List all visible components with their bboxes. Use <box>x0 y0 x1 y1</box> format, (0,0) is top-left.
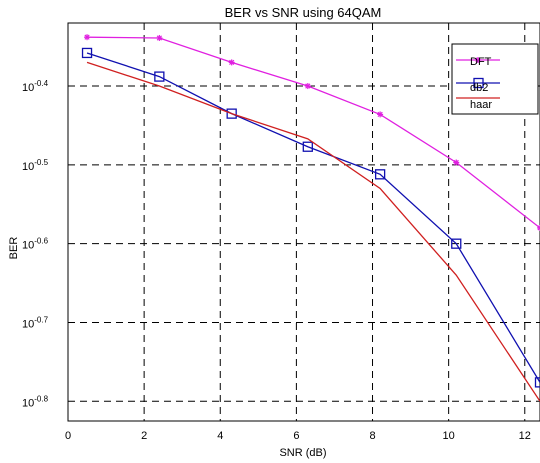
y-axis-ticks: 10-0.4 10-0.5 10-0.6 10-0.7 10-0.8 <box>22 79 49 409</box>
y-tick-label: 10-0.8 <box>22 394 49 409</box>
y-axis-label: BER <box>8 237 20 260</box>
data-point-db2 <box>451 238 462 249</box>
x-tick-label: 12 <box>519 430 531 442</box>
data-point-dft <box>537 224 540 231</box>
data-point-db2 <box>154 71 165 82</box>
grid <box>68 23 540 421</box>
y-tick-label: 10-0.5 <box>22 158 49 173</box>
data-point-dft <box>228 59 235 66</box>
data-point-dft <box>304 83 311 90</box>
legend-label-db2: db2 <box>470 82 488 94</box>
y-tick-label: 10-0.7 <box>22 315 49 330</box>
x-tick-label: 0 <box>65 430 71 442</box>
data-point-db2 <box>374 169 386 180</box>
x-axis-label: SNR (dB) <box>279 447 326 459</box>
legend-marker-dft <box>475 57 481 63</box>
series-group <box>81 34 540 402</box>
x-tick-label: 4 <box>217 430 223 442</box>
legend-marker-db2 <box>473 77 484 89</box>
chart-title: BER vs SNR using 64QAM <box>225 5 382 20</box>
data-point-dft <box>84 34 91 41</box>
series-line-haar <box>86 61 540 402</box>
legend-box <box>451 43 539 115</box>
series-line-db2 <box>86 52 540 383</box>
x-tick-label: 6 <box>293 430 299 442</box>
x-axis-ticks: 0 2 4 6 8 10 12 <box>65 430 531 442</box>
data-point-db2 <box>534 377 540 388</box>
x-tick-label: 2 <box>141 430 147 442</box>
data-point-dft <box>377 111 384 118</box>
legend: DFT db2 haar <box>451 43 539 115</box>
data-point-dft <box>156 34 163 41</box>
x-tick-label: 10 <box>443 430 455 442</box>
legend-label-dft: DFT <box>470 56 492 68</box>
data-point-db2 <box>226 108 237 119</box>
data-point-db2 <box>81 47 93 59</box>
data-point-db2 <box>302 141 313 152</box>
y-tick-label: 10-0.6 <box>22 237 49 252</box>
y-tick-label: 10-0.4 <box>22 79 49 94</box>
data-point-dft <box>453 159 460 166</box>
x-tick-label: 8 <box>369 430 375 442</box>
legend-label-haar: haar <box>470 99 492 111</box>
